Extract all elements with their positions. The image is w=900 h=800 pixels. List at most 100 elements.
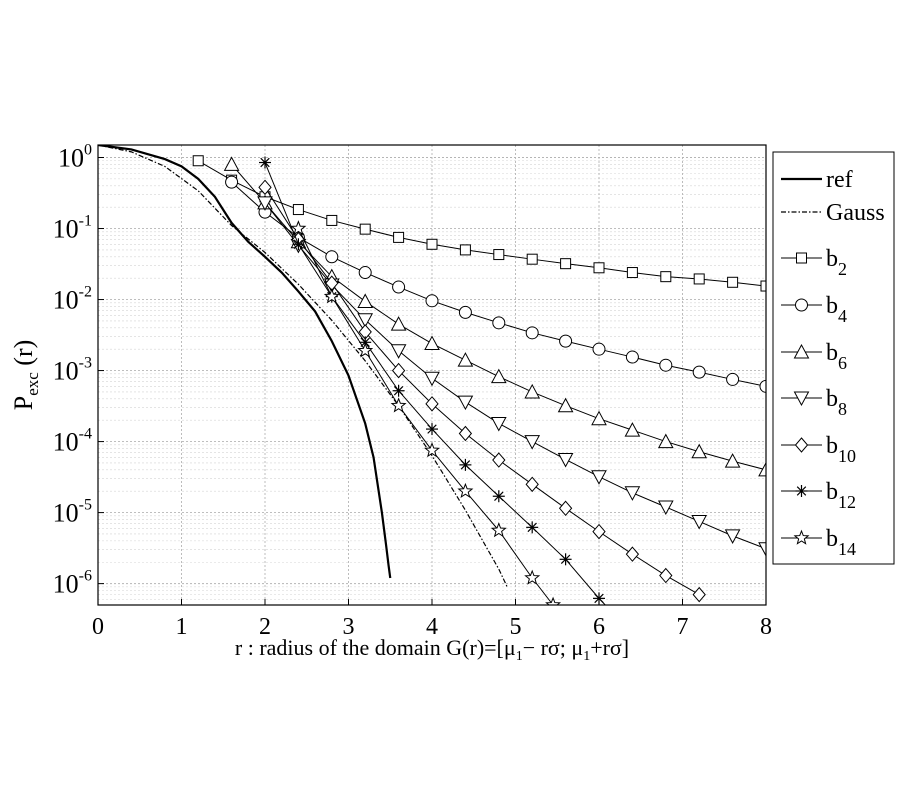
series-b2-point (560, 258, 572, 270)
series-b8-point (257, 196, 273, 211)
series-b2-point (393, 231, 405, 243)
series-b2-point (660, 271, 672, 283)
series-b8-point (758, 542, 766, 557)
legend-marker (793, 343, 810, 359)
series-b8-point (390, 344, 407, 359)
series-b10-point (525, 476, 539, 493)
series-b14-point (524, 569, 541, 585)
series-b4-point (625, 350, 639, 364)
series-b14-point (457, 482, 474, 499)
y-tick-label: 10-2 (53, 284, 92, 315)
series-gauss-line (98, 145, 508, 588)
series-b12-point (426, 423, 438, 436)
series-b8-point (624, 486, 641, 501)
series-b6-point (624, 422, 641, 437)
legend-marker (794, 437, 809, 453)
x-tick-label: 2 (259, 614, 271, 640)
series-b2-point (192, 155, 204, 167)
legend-entry-b6: b6 (781, 340, 847, 373)
series-b14-point (490, 522, 507, 538)
series-ref-line (98, 145, 392, 579)
series-b8-point (524, 435, 541, 450)
series-b6-point (357, 293, 374, 308)
series-b14-point (357, 342, 374, 358)
series-b2-point (326, 214, 338, 226)
series-b8-point (591, 470, 607, 485)
series-b4-point (525, 326, 539, 340)
legend-label: b10 (826, 433, 856, 466)
series-b8-point (557, 452, 574, 468)
series-b10-point (692, 586, 706, 603)
series-b12-point (610, 610, 622, 622)
legend-marker (796, 252, 807, 264)
series-b4-point (759, 379, 766, 393)
series-b10-point (492, 452, 506, 468)
x-tick-label: 5 (510, 614, 522, 640)
series-b4-point (325, 250, 339, 264)
series-b6-point (691, 443, 708, 459)
series-b6-point (758, 461, 766, 477)
series-b10-point (558, 500, 573, 517)
series-b6-point (524, 383, 541, 399)
series-b10-point (391, 362, 406, 379)
series-b4-point (225, 175, 239, 189)
series-b10-line (264, 187, 700, 596)
y-axis-label: Pexc (r) (9, 340, 42, 411)
series-b2-point (359, 223, 371, 235)
series-b10-point (258, 179, 272, 196)
series-b8-point (424, 371, 440, 387)
y-tick-label: 10-3 (53, 355, 92, 386)
y-tick-label: 10-5 (53, 497, 92, 528)
series-b12-point (392, 384, 405, 397)
legend-label: b14 (826, 526, 856, 559)
x-tick-label: 3 (343, 614, 355, 640)
series-b12-line (264, 162, 606, 605)
series-b8-point (657, 500, 674, 516)
series-layer (98, 145, 766, 622)
series-b2-point (526, 253, 538, 265)
legend-entry-b14: b14 (781, 526, 856, 559)
series-b6-point (390, 316, 407, 331)
legend-entry-b4: b4 (781, 293, 847, 326)
x-tick-label: 7 (677, 614, 689, 640)
series-ref (98, 145, 392, 579)
legend-marker (793, 391, 810, 407)
series-b4-point (358, 266, 372, 280)
series-b14-point (390, 397, 407, 413)
legend-marker (795, 485, 808, 497)
series-b4 (225, 175, 766, 393)
series-b2-point (493, 249, 505, 261)
series-b4-point (592, 342, 606, 356)
x-tick-label: 0 (92, 614, 104, 640)
series-b6-point (223, 156, 240, 171)
x-tick-label: 4 (426, 614, 438, 640)
legend-label: b4 (826, 293, 847, 326)
series-b14-point (290, 220, 307, 236)
series-b2-point (727, 276, 739, 288)
series-b6-point (490, 368, 507, 384)
series-b4-point (559, 334, 573, 348)
series-b8-point (490, 416, 507, 432)
series-b4-point (726, 372, 740, 386)
series-b14 (290, 220, 562, 605)
legend-box (772, 151, 895, 565)
series-b14-point (424, 442, 440, 458)
series-b6-point (657, 433, 674, 449)
series-b10 (258, 179, 706, 603)
series-b6 (223, 156, 766, 477)
series-b8-line (264, 202, 766, 550)
y-tick-label: 10-1 (53, 213, 92, 244)
x-tick-label: 6 (593, 614, 605, 640)
legend-entry-b10: b10 (781, 433, 856, 466)
series-b10-point (659, 567, 673, 584)
series-b2-point (593, 262, 605, 274)
legend-label: Gauss (826, 200, 885, 226)
series-b6-point (591, 410, 607, 426)
series-b2-point (693, 273, 705, 285)
legend-entry-b8: b8 (781, 386, 847, 419)
legend: ref Gauss b2 b4 b6 b8 b10 b12 b14 (772, 151, 895, 565)
series-b14-point (545, 596, 562, 605)
legend-label: b8 (826, 386, 847, 419)
series-b6-point (557, 397, 574, 413)
